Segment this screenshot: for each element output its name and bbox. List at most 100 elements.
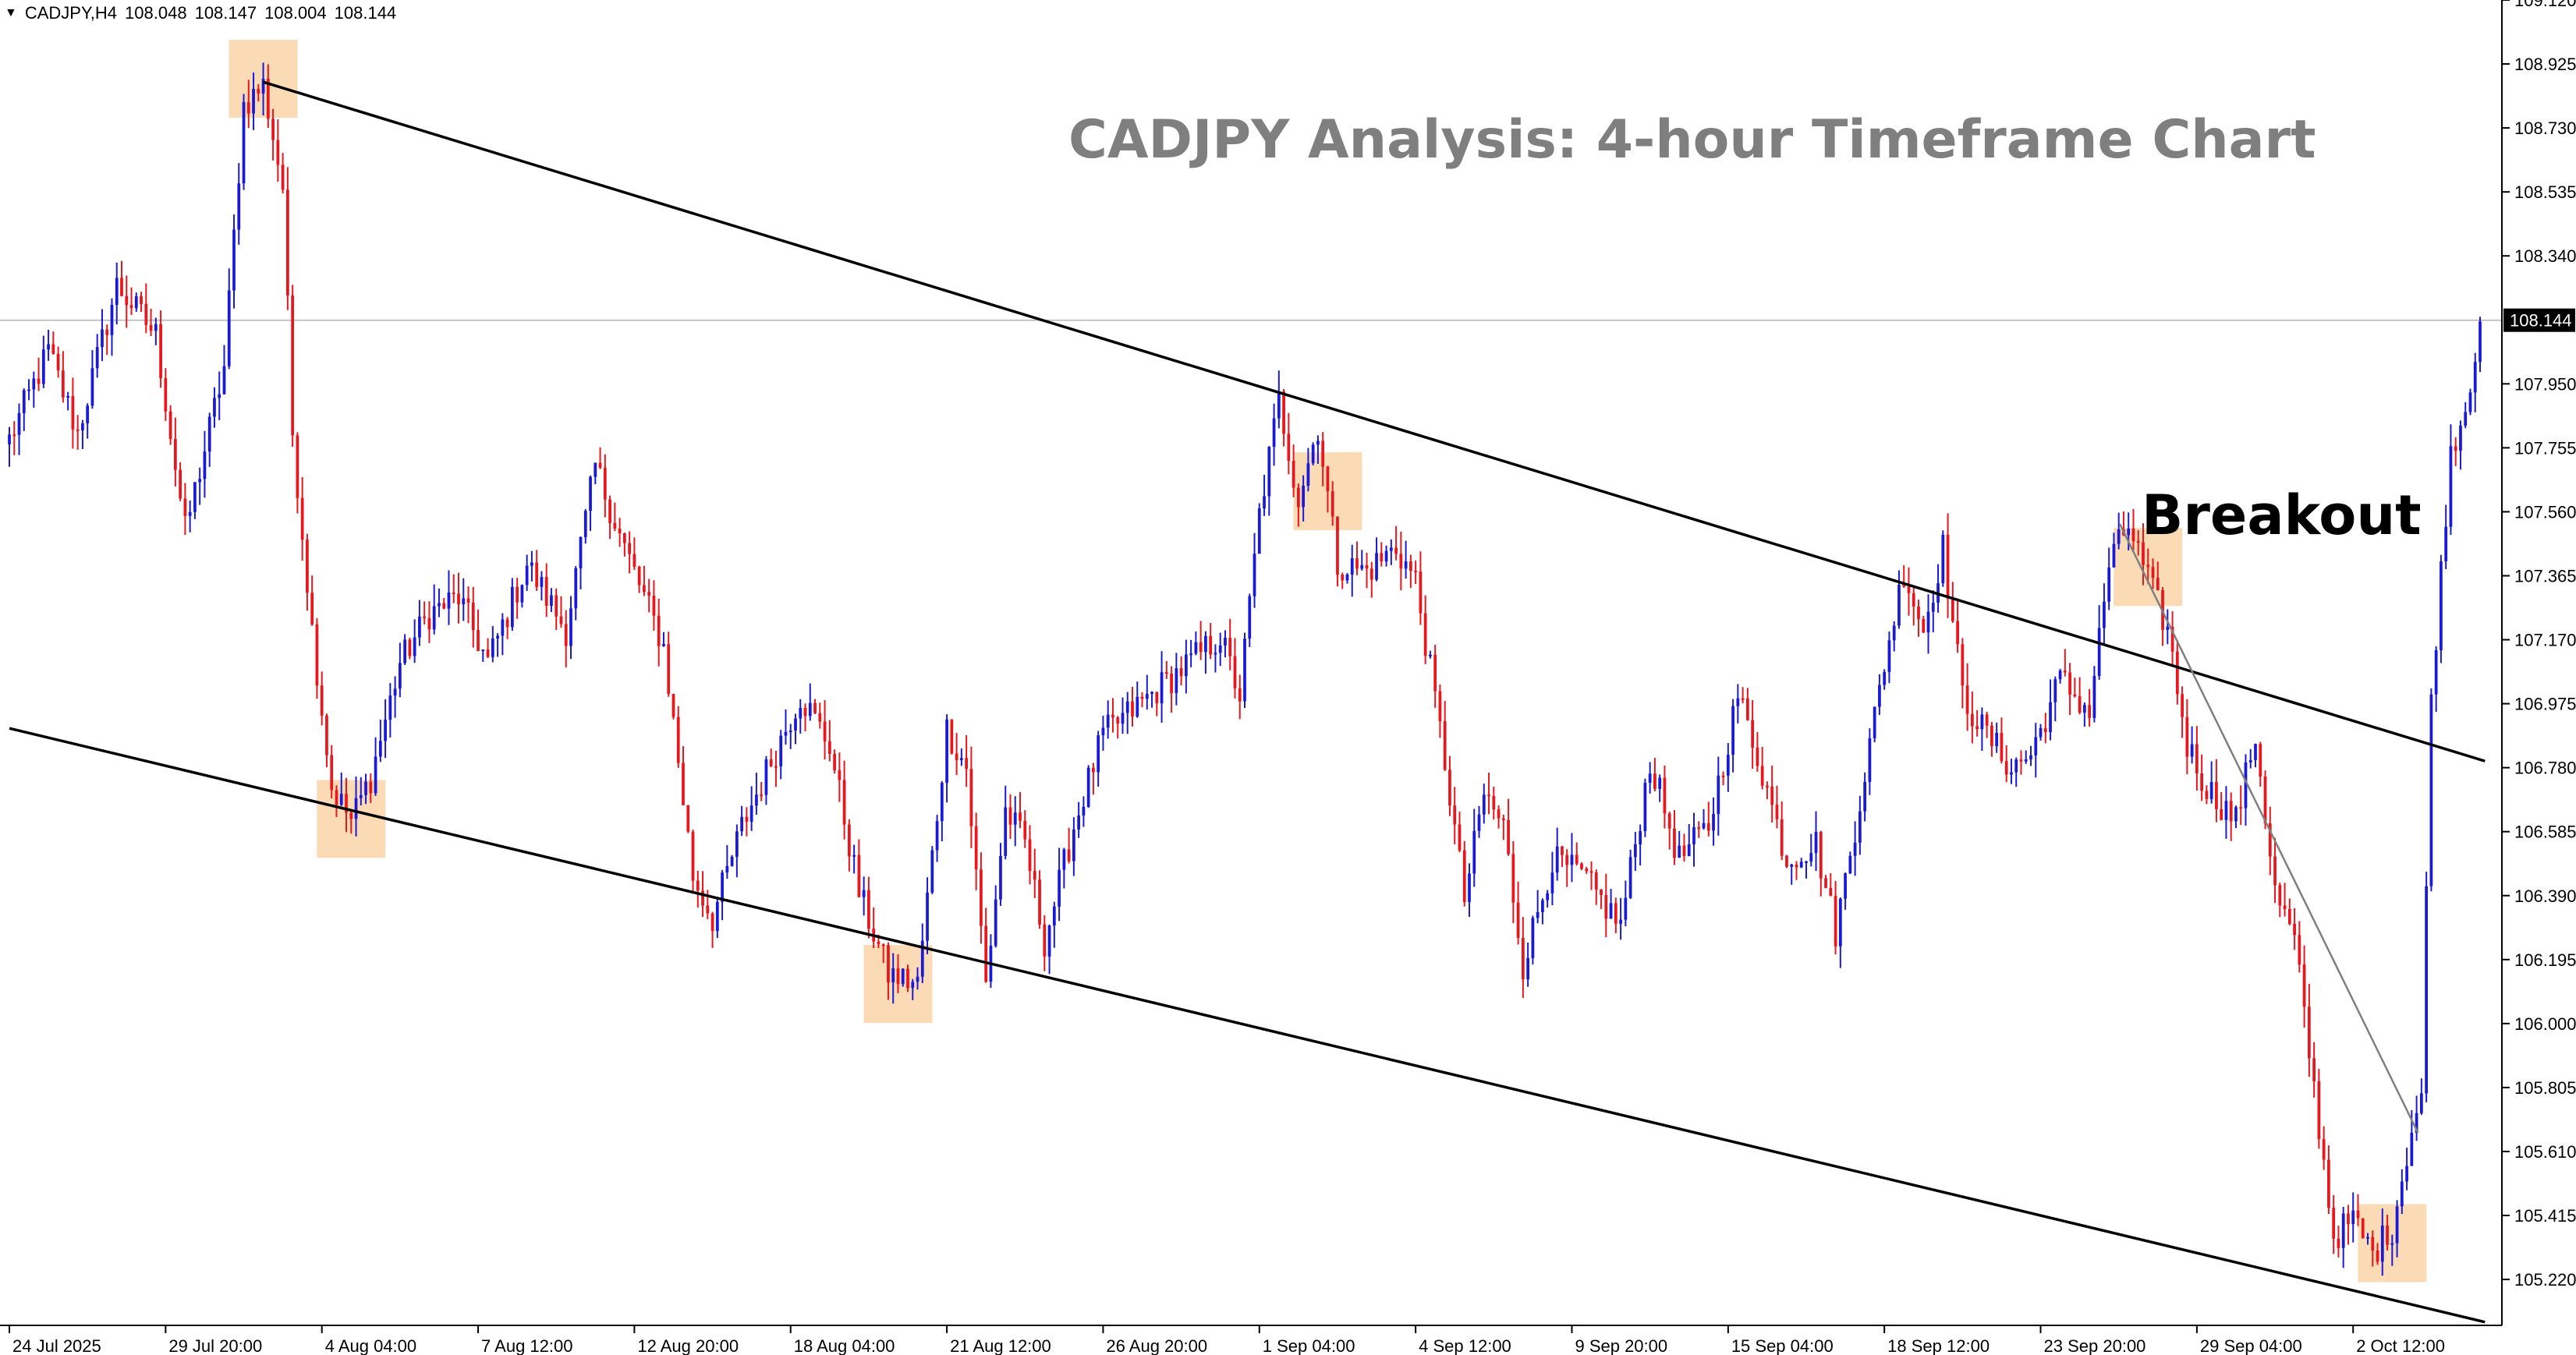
candle-body	[1766, 785, 1769, 787]
candle-body	[1819, 831, 1823, 879]
candle-body	[662, 644, 665, 646]
candle-body	[1785, 855, 1788, 867]
candle-body	[1878, 685, 1881, 707]
candle-body	[550, 595, 553, 607]
candle-body	[1844, 873, 1847, 899]
candle-body	[252, 88, 255, 114]
candle-body	[808, 702, 812, 716]
candle-body	[1043, 924, 1047, 957]
candle-body	[1907, 586, 1911, 593]
candle-body	[378, 741, 382, 757]
price-tick-label: 107.170	[2514, 631, 2576, 650]
candle-body	[2151, 567, 2155, 578]
candle-body	[2376, 1251, 2379, 1262]
candle-body	[2229, 801, 2233, 822]
candle-body	[833, 754, 836, 770]
candle-body	[2215, 782, 2218, 809]
candle-body	[1853, 842, 1857, 856]
candle-body	[320, 685, 324, 716]
candle-body	[926, 892, 929, 941]
candle-body	[764, 759, 768, 795]
candle-body	[1482, 794, 1486, 815]
time-tick-label: 4 Aug 04:00	[325, 1336, 416, 1355]
price-tick-label: 105.610	[2514, 1142, 2576, 1162]
candle-body	[842, 780, 846, 825]
candle-body	[27, 389, 30, 391]
candle-body	[403, 639, 407, 663]
candle-body	[2425, 886, 2429, 1094]
candle-body	[1863, 781, 1867, 812]
candle-body	[2400, 1181, 2404, 1207]
price-tick-label: 108.535	[2514, 182, 2576, 202]
candle-body	[1868, 738, 1872, 782]
candle-body	[1263, 496, 1266, 509]
candle-body	[1047, 925, 1051, 957]
candle-body	[930, 850, 934, 893]
candle-body	[2317, 1081, 2321, 1140]
candle-body	[2239, 807, 2243, 809]
candle-body	[2415, 1113, 2418, 1133]
candle-body	[535, 562, 539, 587]
candle-body	[1028, 839, 1032, 872]
candle-body	[911, 982, 915, 989]
candle-body	[2312, 1058, 2316, 1081]
candle-body	[667, 644, 671, 695]
candle-body	[86, 405, 90, 423]
candle-body	[1170, 673, 1173, 693]
candle-body	[364, 781, 367, 795]
candle-body	[418, 616, 421, 638]
candle-body	[242, 101, 246, 184]
candle-body	[325, 715, 328, 755]
candle-body	[1092, 767, 1095, 773]
candle-body	[105, 329, 109, 335]
time-tick-label: 2 Oct 12:00	[2356, 1336, 2445, 1355]
candle-body	[1101, 727, 1105, 736]
price-tick-label: 106.585	[2514, 823, 2576, 842]
candle-body	[1355, 558, 1359, 569]
candle-body	[1214, 653, 1217, 655]
candle-body	[432, 606, 436, 630]
candle-body	[1189, 653, 1193, 656]
candle-body	[2302, 964, 2306, 1007]
price-tick-label: 105.220	[2514, 1270, 2576, 1290]
candle-body	[2405, 1166, 2408, 1182]
candle-body	[2293, 923, 2296, 936]
candle-body	[1829, 887, 1833, 897]
candle-body	[1956, 621, 1959, 645]
candle-body	[2454, 446, 2457, 451]
candle-body	[2049, 702, 2052, 733]
upper-channel-line	[263, 80, 2486, 762]
price-tick-label: 106.390	[2514, 886, 2576, 906]
candle-body	[1628, 857, 1632, 898]
candle-body	[706, 905, 710, 914]
candle-body	[516, 586, 519, 603]
time-tick-label: 24 Jul 2025	[12, 1336, 101, 1355]
candle-body	[1072, 829, 1075, 861]
candle-body	[345, 794, 348, 813]
candle-body	[486, 649, 490, 657]
candle-body	[1790, 865, 1794, 867]
dropdown-triangle-icon[interactable]: ▼	[5, 6, 17, 19]
candle-body	[2117, 529, 2121, 544]
candle-body	[438, 603, 441, 607]
candle-body	[1799, 861, 1803, 868]
candle-body	[994, 899, 997, 946]
price-tick-label: 106.195	[2514, 950, 2576, 970]
candle-body	[2136, 541, 2140, 543]
candle-body	[2419, 1093, 2423, 1113]
candle-body	[940, 783, 944, 822]
candle-body	[2190, 744, 2194, 757]
candle-body	[945, 719, 948, 784]
candle-body	[1199, 642, 1203, 653]
trendline-layer	[9, 80, 2486, 1324]
candle-body	[1624, 897, 1628, 920]
candle-body	[1316, 440, 1320, 445]
candle-body	[1970, 713, 1974, 727]
candle-body	[2073, 694, 2077, 696]
candle-body	[901, 968, 905, 985]
candle-body	[540, 577, 544, 587]
current-price-tag	[2503, 308, 2575, 332]
candle-body	[2464, 412, 2468, 426]
candle-body	[2063, 670, 2067, 673]
candle-body	[857, 854, 861, 897]
